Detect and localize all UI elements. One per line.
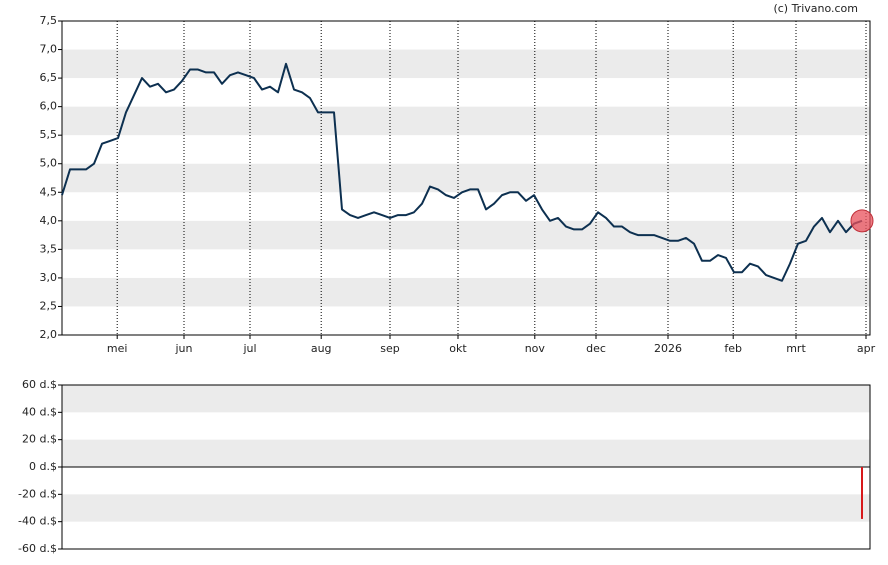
y-tick-label: 2,0 bbox=[40, 328, 58, 341]
last-marker bbox=[850, 209, 874, 233]
grid-band bbox=[62, 49, 870, 79]
y-tick-label: -20 d.$ bbox=[18, 487, 57, 500]
y-tick-label: 3,5 bbox=[40, 242, 58, 255]
grid-band bbox=[62, 220, 870, 250]
x-tick-label: feb bbox=[724, 342, 742, 355]
y-tick-label: 20 d.$ bbox=[22, 433, 57, 446]
y-tick-label: 2,5 bbox=[40, 299, 58, 312]
y-tick-label: 5,5 bbox=[40, 128, 58, 141]
price-line bbox=[61, 62, 863, 282]
x-tick-label: sep bbox=[380, 342, 399, 355]
y-tick-label: 4,0 bbox=[40, 214, 58, 227]
y-tick-label: -60 d.$ bbox=[18, 542, 57, 555]
x-tick-label: dec bbox=[586, 342, 606, 355]
y-tick-label: 7,5 bbox=[40, 14, 58, 27]
y-tick-label: 40 d.$ bbox=[22, 405, 57, 418]
grid-band bbox=[62, 385, 870, 413]
x-tick-label: mrt bbox=[786, 342, 806, 355]
y-tick-label: 60 d.$ bbox=[22, 378, 57, 391]
plot-frame bbox=[61, 20, 871, 336]
y-tick-label: 0 d.$ bbox=[29, 460, 57, 473]
x-tick-label: mei bbox=[107, 342, 128, 355]
x-tick-label: nov bbox=[525, 342, 546, 355]
grid-band bbox=[62, 163, 870, 193]
x-tick-label: okt bbox=[449, 342, 467, 355]
x-tick-label: jul bbox=[242, 342, 256, 355]
grid-band bbox=[62, 277, 870, 307]
y-tick-label: 4,5 bbox=[40, 185, 58, 198]
y-tick-label: 3,0 bbox=[40, 271, 58, 284]
grid-band bbox=[62, 494, 870, 522]
credit: (c) Trivano.com bbox=[773, 2, 858, 15]
x-tick-label: jun bbox=[175, 342, 193, 355]
x-tick-label: 2026 bbox=[654, 342, 682, 355]
y-tick-label: 6,5 bbox=[40, 71, 58, 84]
y-tick-label: 5,0 bbox=[40, 157, 58, 170]
x-tick-label: apr bbox=[857, 342, 876, 355]
y-tick-label: 7,0 bbox=[40, 43, 58, 56]
y-tick-label: 6,0 bbox=[40, 100, 58, 113]
x-tick-label: aug bbox=[311, 342, 332, 355]
grid-band bbox=[62, 439, 870, 467]
y-tick-label: -40 d.$ bbox=[18, 515, 57, 528]
grid-band bbox=[62, 106, 870, 136]
